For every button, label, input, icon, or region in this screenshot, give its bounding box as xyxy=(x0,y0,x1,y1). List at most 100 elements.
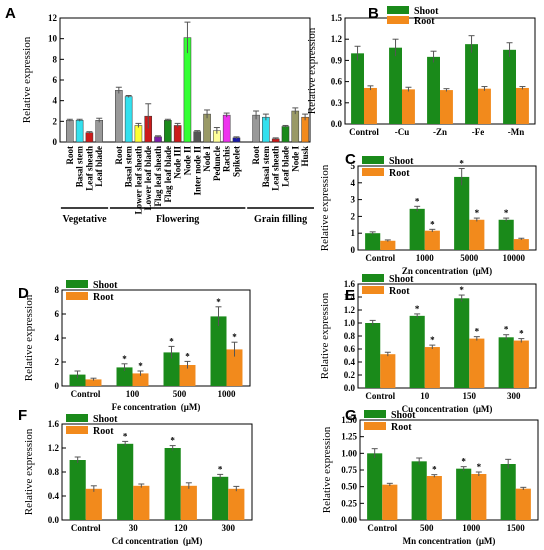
bar-B-root-2 xyxy=(440,90,453,124)
panel-C: 0 1 2 3 4 5C Relative expression * * * * * Control 10… xyxy=(319,151,537,276)
bar-F-shoot-2 xyxy=(164,448,181,520)
panel-F: 0.0 0.4 0.8 1.2 1.6 F Relative expression * * * Co… xyxy=(18,407,253,546)
x-axis-label-F: Cd concentration (μM) xyxy=(112,536,203,546)
x-tick-label-A-2: Leaf sheath xyxy=(84,146,94,191)
significance-star-C-shoot-3: * xyxy=(504,208,509,218)
x-tick-label-C-3: 10000 xyxy=(503,253,526,263)
significance-star-E-root-1: * xyxy=(430,335,435,345)
bar-B-shoot-2 xyxy=(427,56,440,124)
y-tick-label-A-5: 10 xyxy=(48,34,58,44)
y-tick-label-E-4: 0.8 xyxy=(344,331,356,341)
legend-label-B-0: Shoot xyxy=(414,6,439,17)
x-tick-label-A-14: Peduncle xyxy=(212,146,222,181)
bar-C-shoot-0 xyxy=(365,233,381,250)
panel-label-B: B xyxy=(368,5,379,22)
legend-label-E-1: Root xyxy=(389,286,410,297)
significance-star-G-root-1: * xyxy=(432,465,437,475)
bar-G-shoot-2 xyxy=(456,468,472,520)
x-axis-label-C: Zn concentration (μM) xyxy=(402,266,492,276)
significance-star-C-root-2: * xyxy=(475,208,480,218)
legend-label-F-1: Root xyxy=(93,426,114,437)
y-tick-label-E-8: 1.6 xyxy=(344,279,356,289)
panel-label-E: E xyxy=(345,287,355,304)
bar-A-15 xyxy=(222,114,231,143)
bar-B-shoot-3 xyxy=(465,44,478,124)
x-tick-label-A-1: Basal stem xyxy=(75,146,85,188)
bar-A-2 xyxy=(85,132,94,143)
legend-swatch-C-1 xyxy=(362,168,384,176)
x-tick-label-F-2: 120 xyxy=(174,523,188,533)
significance-star-F-shoot-1: * xyxy=(123,431,128,441)
legend-swatch-G-1 xyxy=(364,422,386,430)
panel-B: 0.0 0.3 0.6 0.9 1.2 1.5 B Relative expression Co… xyxy=(306,5,536,137)
significance-star-G-shoot-2: * xyxy=(461,457,466,467)
y-tick-label-F-2: 0.8 xyxy=(48,467,60,477)
y-axis-label-F: Relative expression xyxy=(23,428,35,515)
bar-A-0 xyxy=(66,120,74,143)
y-tick-label-G-6: 1.50 xyxy=(341,415,357,425)
y-tick-label-D-1: 2 xyxy=(55,357,60,367)
bar-D-shoot-2 xyxy=(163,352,180,386)
x-tick-label-E-3: 300 xyxy=(507,391,521,401)
x-tick-label-B-0: Control xyxy=(349,127,379,137)
bar-A-13 xyxy=(203,113,211,143)
y-tick-label-B-0: 0.0 xyxy=(331,119,343,129)
bar-B-shoot-4 xyxy=(503,49,516,124)
x-tick-label-G-0: Control xyxy=(367,523,397,533)
x-tick-label-G-1: 500 xyxy=(420,523,434,533)
bar-C-shoot-3 xyxy=(498,219,514,250)
y-tick-label-G-3: 0.75 xyxy=(341,465,357,475)
bar-F-root-2 xyxy=(180,485,197,520)
bar-E-shoot-2 xyxy=(454,298,470,388)
group-label-1: Flowering xyxy=(156,214,199,225)
bar-B-root-0 xyxy=(364,87,377,124)
bar-E-shoot-0 xyxy=(365,323,381,388)
bar-B-root-1 xyxy=(402,89,415,124)
x-tick-label-G-2: 1000 xyxy=(462,523,481,533)
bar-F-shoot-1 xyxy=(117,443,134,520)
x-tick-label-E-1: 10 xyxy=(420,391,430,401)
x-tick-label-G-3: 1500 xyxy=(507,523,526,533)
x-tick-label-A-0: Root xyxy=(65,146,75,165)
y-tick-label-B-4: 1.2 xyxy=(331,34,343,44)
significance-star-D-root-3: * xyxy=(232,332,237,342)
y-tick-label-A-3: 6 xyxy=(53,75,58,85)
significance-star-E-shoot-3: * xyxy=(504,325,509,335)
bar-D-root-2 xyxy=(179,365,196,386)
bar-E-root-3 xyxy=(513,340,529,388)
bar-C-root-1 xyxy=(424,230,440,250)
bar-F-shoot-0 xyxy=(69,460,86,520)
y-tick-label-G-5: 1.25 xyxy=(341,432,357,442)
bar-A-6 xyxy=(134,125,143,143)
significance-star-E-root-3: * xyxy=(519,329,524,339)
x-tick-label-A-12: Inter node II xyxy=(192,146,202,196)
panel-label-D: D xyxy=(18,285,29,302)
y-tick-label-D-4: 8 xyxy=(55,285,60,295)
x-tick-label-D-0: Control xyxy=(71,389,101,399)
bar-G-shoot-0 xyxy=(367,453,383,520)
legend-label-C-1: Root xyxy=(389,168,410,179)
bar-D-root-0 xyxy=(85,379,102,386)
y-tick-label-B-2: 0.6 xyxy=(331,77,343,87)
significance-star-E-shoot-1: * xyxy=(415,304,420,314)
bar-C-root-2 xyxy=(469,219,485,250)
y-tick-label-G-2: 0.50 xyxy=(341,482,357,492)
legend-label-G-1: Root xyxy=(391,422,412,433)
bar-D-root-1 xyxy=(132,373,149,386)
y-tick-label-A-1: 2 xyxy=(53,116,58,126)
bar-D-shoot-0 xyxy=(69,374,86,386)
legend-swatch-G-0 xyxy=(364,410,386,418)
x-tick-label-C-2: 5000 xyxy=(460,253,479,263)
bar-A-3 xyxy=(95,120,103,143)
x-tick-label-A-5: Basal stem xyxy=(124,146,134,188)
legend-label-B-1: Root xyxy=(414,16,435,27)
bar-A-11 xyxy=(183,37,192,143)
x-tick-label-A-11: Node II xyxy=(182,146,192,176)
bar-B-root-4 xyxy=(516,87,529,124)
legend-swatch-D-0 xyxy=(66,280,88,288)
bar-A-5 xyxy=(124,96,133,143)
significance-star-C-shoot-2: * xyxy=(459,159,464,169)
y-tick-label-E-6: 1.2 xyxy=(344,305,356,315)
legend-label-D-1: Root xyxy=(93,292,114,303)
x-tick-label-A-22: Husk xyxy=(300,146,310,167)
